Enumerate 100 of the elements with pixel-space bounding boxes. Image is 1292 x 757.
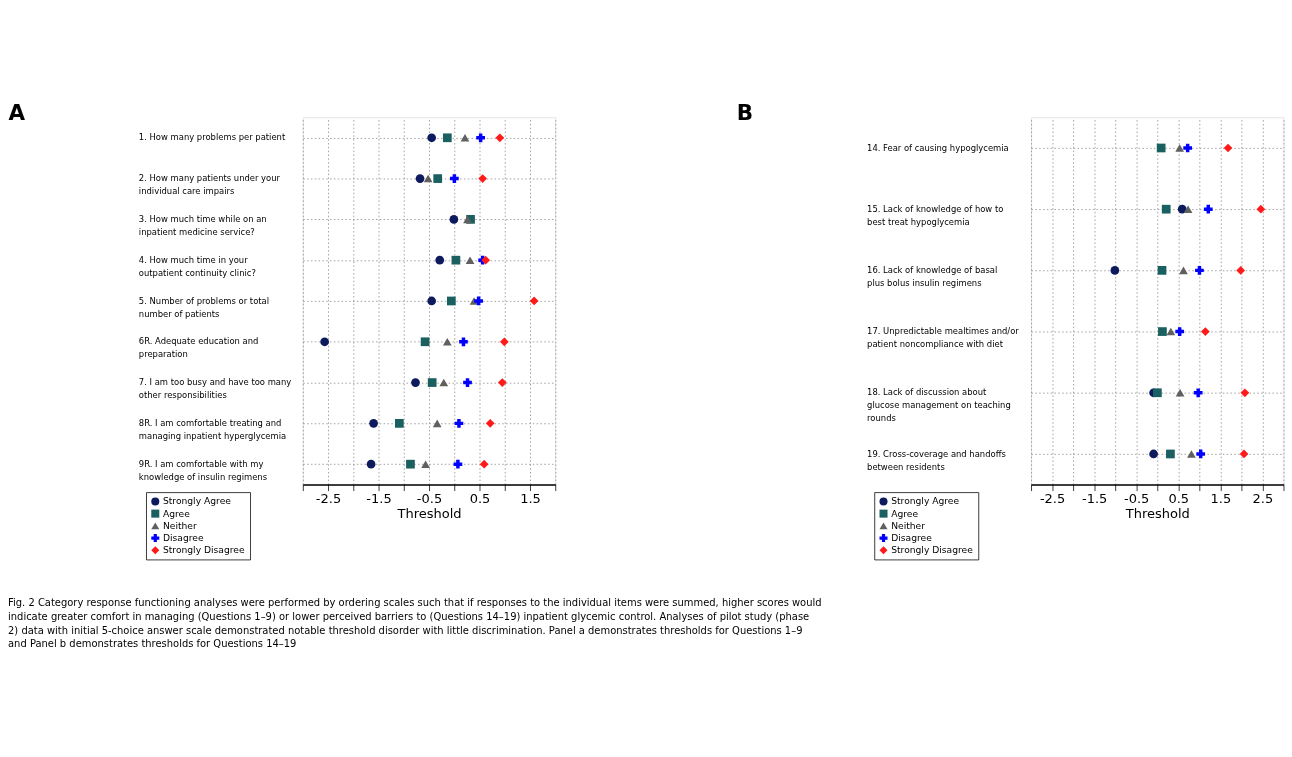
- point: [500, 337, 509, 347]
- y-tick-label: 6R. Adequate education and preparation: [138, 336, 259, 360]
- point: [369, 419, 378, 428]
- x-tick-label: -1.5: [366, 490, 392, 506]
- point: [476, 133, 485, 143]
- legend-label: Disagree: [162, 532, 204, 544]
- x-tick-label: -2.5: [1039, 490, 1066, 506]
- point: [366, 459, 376, 469]
- point: [1166, 327, 1176, 336]
- point: [459, 337, 468, 347]
- caption: Fig. 2 Category response functioning analyses were performed by ordering scales such that if responses to the individual items were summed, higher scores would indicate greater comfort in managing (Questions 1–9) or lower perceived barriers to (Questions 14–19) inpatient glycemic control. Analyses of pilot study (phase 2) data with initial 5-choice answer scale demonstrated notable threshold disorder with little discrimination. Panel a demonstrates thresholds for Questions 1–9 and Panel b demonstrates thresholds for Questions 14–19: [8, 597, 822, 650]
- y-tick-label: 15. Lack of knowledge of how to best treat hypoglycemia: [867, 203, 1004, 227]
- y-tick-label: 14. Fear of causing hypoglycemia: [867, 142, 1009, 153]
- point: [478, 174, 488, 183]
- point: [495, 133, 505, 143]
- y-tick-label: 3. How much time while on an inpatient medicine service?: [138, 214, 267, 238]
- point: [479, 459, 489, 469]
- point: [442, 133, 452, 143]
- point: [320, 337, 329, 347]
- point: [439, 378, 449, 387]
- point: [1200, 327, 1210, 336]
- point: [394, 419, 404, 428]
- point: [1256, 204, 1266, 214]
- point: [463, 378, 472, 387]
- legend-label: Strongly Agree: [891, 495, 960, 507]
- point: [1149, 449, 1158, 459]
- point: [1195, 266, 1204, 275]
- point: [450, 174, 459, 183]
- point: [1183, 205, 1193, 213]
- point: [1175, 144, 1185, 152]
- point: [427, 378, 437, 387]
- x-tick-label: 2.5: [1252, 490, 1274, 506]
- y-tick-label: 8R. I am comfortable treating and managing inpatient hyperglycemia: [138, 418, 287, 442]
- point: [1166, 449, 1175, 459]
- point: [423, 174, 433, 183]
- point: [427, 133, 437, 143]
- y-tick-label: 18. Lack of discussion about glucose management on teaching rounds: [867, 387, 1011, 424]
- point: [1175, 327, 1185, 336]
- x-tick-label: 0.5: [469, 490, 491, 506]
- y-tick-label: 1. How many problems per patient: [138, 132, 286, 143]
- legend-label: Disagree: [891, 532, 933, 544]
- point: [485, 419, 495, 428]
- point: [1196, 449, 1206, 459]
- point: [421, 460, 430, 468]
- point: [529, 296, 539, 306]
- point: [1175, 388, 1185, 397]
- legend-label: Neither: [162, 519, 197, 531]
- point: [1156, 143, 1166, 153]
- point: [420, 337, 430, 347]
- x-tick-label: -1.5: [1081, 490, 1108, 506]
- legend-label: Strongly Agree: [162, 495, 232, 507]
- y-tick-label: 4. How much time in your outpatient continuity clinic?: [138, 254, 256, 278]
- x-tick-label: -2.5: [315, 490, 342, 506]
- point: [433, 174, 443, 183]
- point: [415, 174, 425, 183]
- point: [1110, 266, 1120, 275]
- x-tick-label: 1.5: [1210, 490, 1232, 506]
- point: [1157, 266, 1167, 275]
- point: [1236, 266, 1246, 275]
- text: A: [8, 100, 26, 126]
- point: [1203, 204, 1213, 214]
- point: [1223, 143, 1233, 153]
- point: [442, 338, 452, 346]
- x-tick-label: -0.5: [1124, 490, 1150, 506]
- y-tick-label: 17. Unpredictable mealtimes and/or patient noncompliance with diet: [867, 326, 1020, 350]
- point: [1161, 204, 1171, 214]
- point: [1240, 388, 1250, 398]
- legend-label: Strongly Disagree: [891, 544, 974, 556]
- point: [497, 378, 507, 387]
- point: [1179, 266, 1188, 275]
- point: [427, 296, 437, 306]
- point: [449, 215, 459, 224]
- point: [451, 255, 461, 265]
- legend-label: Agree: [162, 507, 191, 519]
- point: [474, 296, 483, 306]
- point: [435, 255, 445, 265]
- point: [446, 296, 456, 306]
- point: [1193, 388, 1203, 398]
- x-tick-label: 1.5: [520, 490, 541, 506]
- point: [454, 419, 464, 428]
- point: [406, 459, 415, 469]
- point: [432, 419, 442, 428]
- point: [1239, 449, 1249, 459]
- point: [1183, 143, 1193, 153]
- x-tick-label: 0.5: [1168, 490, 1190, 506]
- x-axis-title: Threshold: [1124, 505, 1190, 521]
- x-tick-label: -0.5: [416, 490, 443, 506]
- point: [1153, 388, 1162, 398]
- y-tick-label: 9R. I am comfortable with my knowledge of insulin regimens: [138, 458, 268, 482]
- point: [1158, 327, 1167, 336]
- point: [411, 378, 420, 387]
- point: [1187, 450, 1196, 458]
- point: [465, 256, 475, 264]
- y-tick-label: 7. I am too busy and have too many other responsibilities: [138, 377, 292, 401]
- point: [453, 459, 463, 469]
- legend-label: Agree: [891, 507, 919, 519]
- x-axis-title: Threshold: [396, 505, 462, 521]
- y-tick-label: 5. Number of problems or total number of patients: [138, 295, 270, 319]
- y-tick-label: 16. Lack of knowledge of basal plus bolus insulin regimens: [867, 265, 998, 289]
- legend-label: Neither: [891, 519, 926, 531]
